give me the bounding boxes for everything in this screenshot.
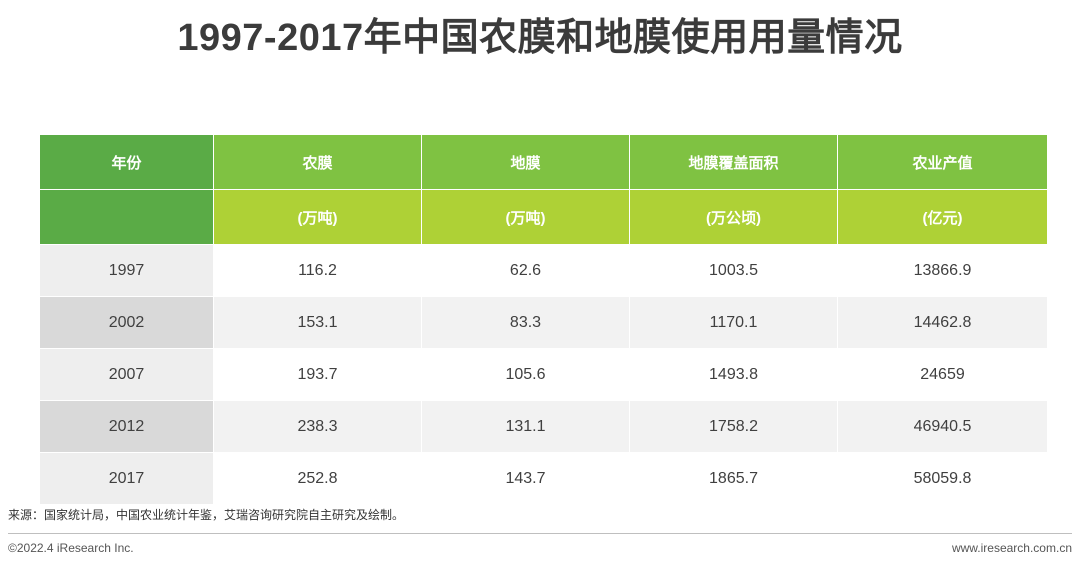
cell-agri-output: 24659: [838, 349, 1047, 401]
cell-year: 2012: [40, 401, 214, 453]
cell-agri-output: 13866.9: [838, 245, 1047, 297]
cell-mulch-area: 1170.1: [630, 297, 838, 349]
unit-mulch-film: (万吨): [422, 190, 630, 245]
table-row: 2012 238.3 131.1 1758.2 46940.5: [40, 401, 1047, 453]
cell-year: 2017: [40, 453, 214, 505]
table-header-row: 年份 农膜 地膜 地膜覆盖面积 农业产值: [40, 135, 1047, 190]
cell-mulch-film: 62.6: [422, 245, 630, 297]
data-table: 年份 农膜 地膜 地膜覆盖面积 农业产值 (万吨) (万吨) (万公顷) (亿元…: [40, 135, 1047, 505]
table-row: 2002 153.1 83.3 1170.1 14462.8: [40, 297, 1047, 349]
table-unit-row: (万吨) (万吨) (万公顷) (亿元): [40, 190, 1047, 245]
table-row: 2007 193.7 105.6 1493.8 24659: [40, 349, 1047, 401]
header-year: 年份: [40, 135, 214, 190]
header-agri-output: 农业产值: [838, 135, 1047, 190]
cell-year: 1997: [40, 245, 214, 297]
header-mulch-film: 地膜: [422, 135, 630, 190]
cell-mulch-film: 105.6: [422, 349, 630, 401]
unit-year: [40, 190, 214, 245]
cell-agri-output: 46940.5: [838, 401, 1047, 453]
cell-mulch-area: 1865.7: [630, 453, 838, 505]
table-row: 2017 252.8 143.7 1865.7 58059.8: [40, 453, 1047, 505]
cell-mulch-film: 131.1: [422, 401, 630, 453]
cell-year: 2007: [40, 349, 214, 401]
header-agri-film: 农膜: [214, 135, 422, 190]
cell-agri-film: 153.1: [214, 297, 422, 349]
website-link[interactable]: www.iresearch.com.cn: [951, 541, 1072, 555]
cell-mulch-area: 1758.2: [630, 401, 838, 453]
cell-agri-film: 193.7: [214, 349, 422, 401]
cell-mulch-area: 1003.5: [630, 245, 838, 297]
cell-mulch-film: 143.7: [422, 453, 630, 505]
footer-divider: [8, 533, 1072, 534]
cell-agri-film: 116.2: [214, 245, 422, 297]
cell-agri-film: 252.8: [214, 453, 422, 505]
unit-agri-output: (亿元): [838, 190, 1047, 245]
source-note: 来源：国家统计局，中国农业统计年鉴，艾瑞咨询研究院自主研究及绘制。: [8, 508, 405, 522]
header-mulch-area: 地膜覆盖面积: [630, 135, 838, 190]
unit-mulch-area: (万公顷): [630, 190, 838, 245]
page-title: 1997-2017年中国农膜和地膜使用用量情况: [177, 17, 903, 59]
cell-mulch-area: 1493.8: [630, 349, 838, 401]
unit-agri-film: (万吨): [214, 190, 422, 245]
table-row: 1997 116.2 62.6 1003.5 13866.9: [40, 245, 1047, 297]
cell-agri-film: 238.3: [214, 401, 422, 453]
cell-agri-output: 14462.8: [838, 297, 1047, 349]
copyright-text: ©2022.4 iResearch Inc.: [8, 541, 134, 555]
cell-mulch-film: 83.3: [422, 297, 630, 349]
cell-agri-output: 58059.8: [838, 453, 1047, 505]
cell-year: 2002: [40, 297, 214, 349]
